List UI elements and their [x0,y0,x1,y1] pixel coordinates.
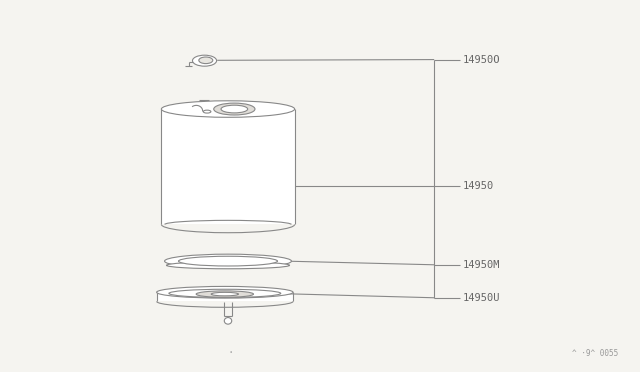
Ellipse shape [164,254,291,268]
Ellipse shape [224,318,232,324]
Ellipse shape [204,110,211,113]
Ellipse shape [179,256,278,266]
Bar [157,292,293,301]
Ellipse shape [196,291,253,297]
Bar [161,109,294,224]
Text: 14950M: 14950M [463,260,500,270]
Ellipse shape [193,55,216,66]
Ellipse shape [211,292,239,296]
Ellipse shape [161,101,294,117]
Ellipse shape [166,262,289,269]
Ellipse shape [199,57,212,64]
Ellipse shape [221,105,248,113]
Ellipse shape [214,103,255,115]
Text: .: . [229,342,234,356]
Text: ^ ·9^ 0055: ^ ·9^ 0055 [572,349,618,358]
Ellipse shape [169,289,281,298]
Text: 14950O: 14950O [463,55,500,65]
Ellipse shape [157,286,293,298]
Text: 14950U: 14950U [463,293,500,303]
Text: 14950: 14950 [463,181,494,191]
